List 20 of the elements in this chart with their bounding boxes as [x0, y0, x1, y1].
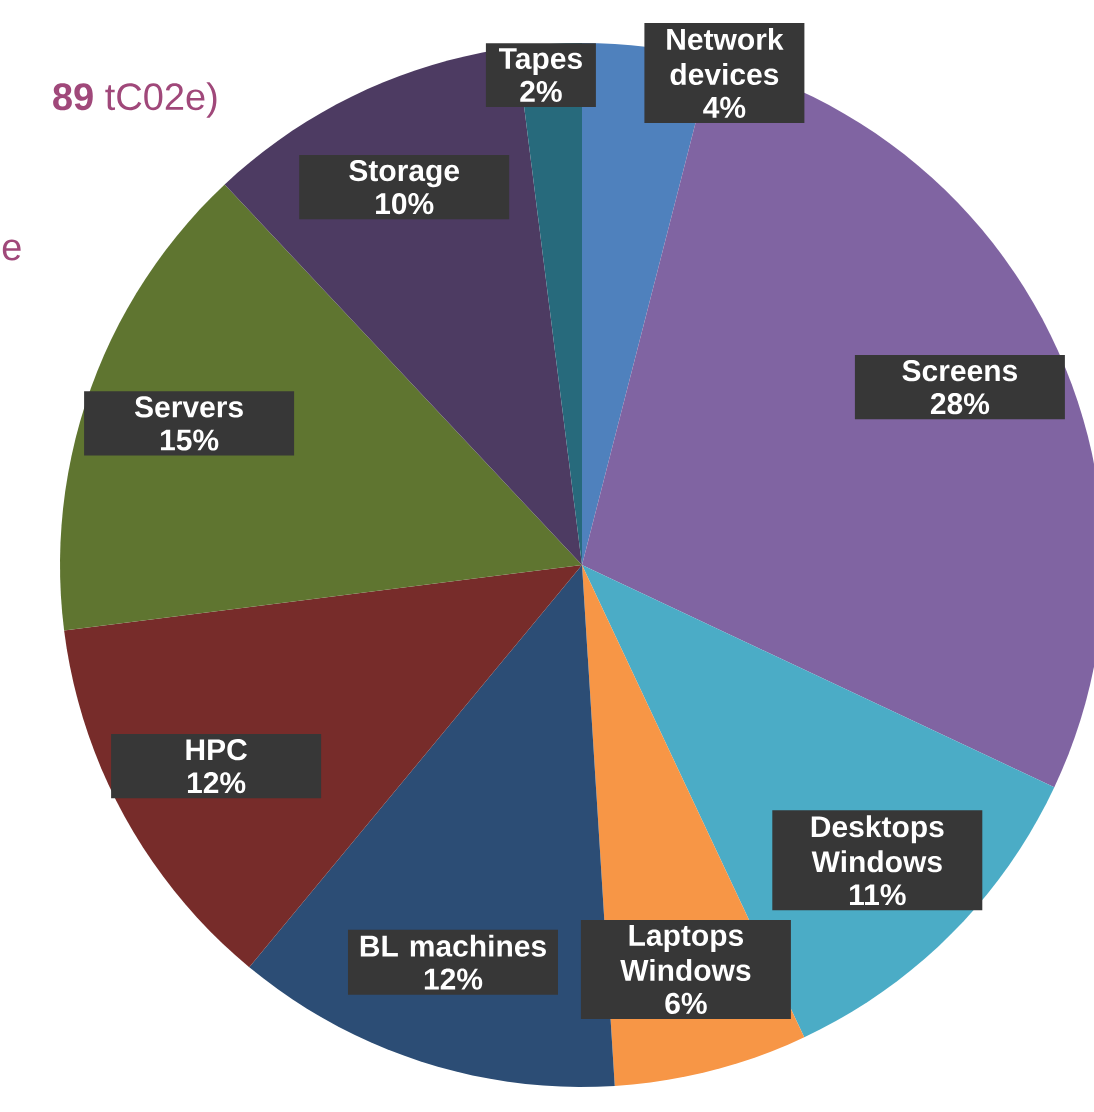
data-label: 12%	[187, 772, 246, 794]
text: 89 tC02e)	[53, 82, 217, 118]
slice-label: Laptops Windows	[620, 925, 751, 981]
slice-label: Storage	[349, 159, 460, 188]
text: e	[2, 239, 21, 261]
slice-label: Screens	[902, 360, 1018, 382]
slice-label: Tapes	[498, 48, 582, 76]
slice-label: Desktops Windows	[811, 815, 944, 873]
slice-label: Network devices	[667, 28, 784, 86]
data-label: 10%	[376, 192, 434, 215]
data-label: 4%	[703, 96, 746, 118]
data-label: 6%	[665, 992, 707, 1014]
slice-label: BL machines	[360, 934, 546, 957]
data-label: 12%	[424, 968, 483, 990]
slice-label: Servers	[134, 396, 243, 418]
data-label: 11%	[849, 884, 906, 906]
data-label: 2%	[520, 80, 562, 103]
slice-label: HPC	[186, 739, 247, 761]
data-label: 28%	[930, 393, 990, 415]
data-label: 15%	[160, 429, 219, 451]
